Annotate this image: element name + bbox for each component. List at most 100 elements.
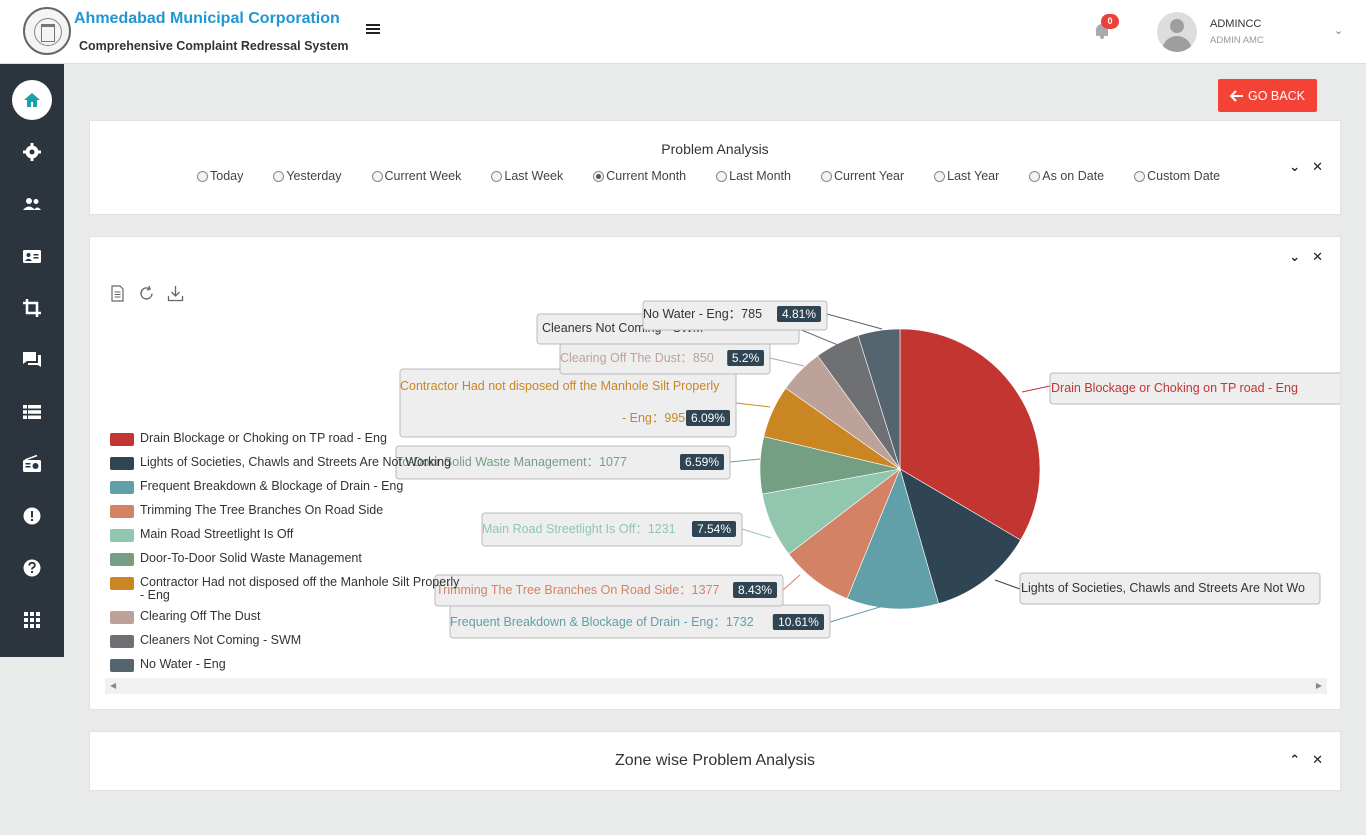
filter-option-last-week[interactable]: Last Week bbox=[491, 169, 563, 183]
sidebar bbox=[0, 64, 64, 657]
label-box bbox=[481, 512, 743, 547]
radio-button[interactable] bbox=[593, 170, 605, 182]
filter-label: Today bbox=[210, 169, 244, 183]
radio-button[interactable] bbox=[934, 170, 946, 182]
label-leader-line bbox=[741, 528, 772, 539]
pie-slice[interactable] bbox=[899, 328, 1041, 541]
legend-swatch bbox=[110, 457, 134, 470]
legend-item[interactable]: Drain Blockage or Choking on TP road - E… bbox=[110, 432, 459, 456]
label-leader-line bbox=[829, 603, 891, 623]
label-text: No Water - Eng：785 bbox=[643, 307, 762, 321]
filter-option-current-week[interactable]: Current Week bbox=[371, 169, 461, 183]
legend-item[interactable]: Main Road Streetlight Is Off bbox=[110, 528, 459, 552]
legend-label: No Water - Eng bbox=[140, 657, 226, 671]
user-name[interactable]: ADMINCC bbox=[1210, 18, 1262, 30]
list-icon bbox=[23, 405, 41, 419]
horizontal-scrollbar[interactable]: ◀ ▶ bbox=[105, 678, 1327, 694]
radio-button[interactable] bbox=[716, 170, 728, 182]
radio-button[interactable] bbox=[273, 170, 285, 182]
sidebar-item-radio[interactable] bbox=[12, 444, 52, 484]
expand-icon[interactable]: ⌃ bbox=[1289, 752, 1301, 767]
refresh-icon[interactable] bbox=[138, 285, 155, 302]
label-text: To-Door Solid Waste Management：1077 bbox=[396, 455, 627, 469]
sidebar-item-list[interactable] bbox=[12, 392, 52, 432]
label-text: Drain Blockage or Choking on TP road - E… bbox=[1051, 381, 1298, 395]
scroll-left-icon[interactable]: ◀ bbox=[110, 681, 117, 690]
label-text: Frequent Breakdown & Blockage of Drain -… bbox=[450, 615, 754, 629]
filter-option-current-year[interactable]: Current Year bbox=[820, 169, 904, 183]
legend-item[interactable]: Door-To-Door Solid Waste Management bbox=[110, 552, 459, 576]
filter-option-custom-date[interactable]: Custom Date bbox=[1134, 169, 1220, 183]
legend-swatch bbox=[110, 481, 134, 494]
contact-card-icon bbox=[23, 250, 41, 263]
download-icon[interactable] bbox=[167, 285, 184, 302]
filter-option-as-on-date[interactable]: As on Date bbox=[1029, 169, 1104, 183]
legend-item[interactable]: Cleaners Not Coming - SWM bbox=[110, 634, 459, 658]
close-icon[interactable]: ✕ bbox=[1312, 249, 1323, 264]
radio-button[interactable] bbox=[491, 170, 503, 182]
pie-slice[interactable] bbox=[846, 468, 939, 610]
sidebar-item-chat[interactable] bbox=[12, 340, 52, 380]
avatar[interactable] bbox=[1157, 12, 1197, 52]
filter-option-today[interactable]: Today bbox=[197, 169, 243, 183]
legend-label: Frequent Breakdown & Blockage of Drain -… bbox=[140, 479, 404, 493]
radio-button[interactable] bbox=[371, 170, 383, 182]
percent-text: 6.09% bbox=[691, 411, 725, 425]
sidebar-item-crop[interactable] bbox=[12, 288, 52, 328]
sidebar-item-home[interactable] bbox=[12, 80, 52, 120]
chevron-down-icon[interactable]: ⌄ bbox=[1334, 25, 1344, 37]
legend-swatch bbox=[110, 553, 134, 566]
chart-panel: Drain Blockage or Choking on TP road - E… bbox=[89, 236, 1341, 710]
label-text: Main Road Streetlight Is Off：1231 bbox=[482, 522, 676, 536]
notification-badge[interactable]: 0 bbox=[1101, 14, 1119, 29]
pie-slice[interactable] bbox=[899, 468, 1022, 604]
home-icon bbox=[24, 93, 40, 107]
slice-label: Main Road Streetlight Is Off：1231 7.54% bbox=[481, 512, 772, 547]
alert-icon bbox=[23, 507, 41, 525]
legend-item[interactable]: Lights of Societies, Chawls and Streets … bbox=[110, 456, 459, 480]
legend-item[interactable]: Contractor Had not disposed off the Manh… bbox=[110, 576, 459, 610]
legend-item[interactable]: Trimming The Tree Branches On Road Side bbox=[110, 504, 459, 528]
legend-label: Contractor Had not disposed off the Manh… bbox=[140, 575, 460, 602]
sidebar-item-settings[interactable] bbox=[12, 132, 52, 172]
collapse-icon[interactable]: ⌄ bbox=[1289, 249, 1301, 264]
label-leader-line bbox=[782, 574, 801, 591]
go-back-button[interactable]: GO BACK bbox=[1218, 79, 1317, 112]
close-icon[interactable]: ✕ bbox=[1312, 159, 1323, 174]
filter-option-last-month[interactable]: Last Month bbox=[716, 169, 791, 183]
data-view-icon[interactable] bbox=[109, 285, 126, 302]
close-icon[interactable]: ✕ bbox=[1312, 752, 1323, 767]
filter-option-current-month[interactable]: Current Month bbox=[593, 169, 686, 183]
label-text: Lights of Societies, Chawls and Streets … bbox=[1021, 581, 1305, 595]
sidebar-item-users[interactable] bbox=[12, 184, 52, 224]
system-subtitle: Comprehensive Complaint Redressal System bbox=[79, 39, 349, 53]
legend-item[interactable]: Frequent Breakdown & Blockage of Drain -… bbox=[110, 480, 459, 504]
label-leader-line bbox=[729, 458, 761, 463]
label-box bbox=[1049, 372, 1340, 405]
label-text: Clearing Off The Dust：850 bbox=[560, 351, 714, 365]
sidebar-item-alerts[interactable] bbox=[12, 496, 52, 536]
scroll-right-icon[interactable]: ▶ bbox=[1315, 681, 1322, 690]
pie-slice[interactable] bbox=[857, 328, 901, 470]
slice-label: Frequent Breakdown & Blockage of Drain -… bbox=[449, 603, 891, 639]
radio-button[interactable] bbox=[1029, 170, 1041, 182]
radio-button[interactable] bbox=[1134, 170, 1146, 182]
radio-button[interactable] bbox=[820, 170, 832, 182]
sidebar-item-contacts[interactable] bbox=[12, 236, 52, 276]
collapse-icon[interactable]: ⌄ bbox=[1289, 159, 1301, 174]
legend-item[interactable]: Clearing Off The Dust bbox=[110, 610, 459, 634]
legend-label: Clearing Off The Dust bbox=[140, 609, 261, 623]
label-leader-line bbox=[994, 579, 1021, 590]
filter-option-last-year[interactable]: Last Year bbox=[934, 169, 999, 183]
label-box bbox=[434, 574, 784, 607]
percent-badge bbox=[733, 582, 777, 598]
zone-panel-tools: ⌃ ✕ bbox=[1289, 753, 1323, 767]
sidebar-item-apps[interactable] bbox=[12, 600, 52, 640]
filter-label: Custom Date bbox=[1147, 169, 1221, 183]
filter-option-yesterday[interactable]: Yesterday bbox=[273, 169, 342, 183]
radio-button[interactable] bbox=[197, 170, 208, 182]
slice-label: No Water - Eng：785 4.81% bbox=[642, 300, 883, 331]
hamburger-menu-icon[interactable] bbox=[366, 22, 380, 38]
legend-item[interactable]: No Water - Eng bbox=[110, 658, 459, 682]
sidebar-item-help[interactable] bbox=[12, 548, 52, 588]
